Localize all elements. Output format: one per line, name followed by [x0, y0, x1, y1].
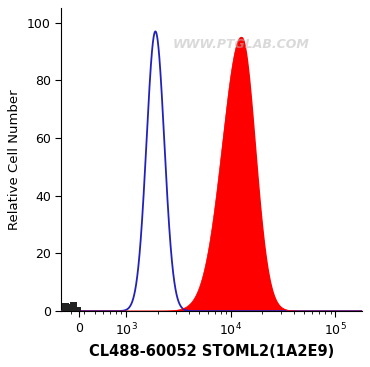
Bar [74, 306, 81, 311]
Bar [62, 303, 69, 311]
Y-axis label: Relative Cell Number: Relative Cell Number [9, 90, 21, 230]
Bar [66, 304, 73, 311]
X-axis label: CL488-60052 STOML2(1A2E9): CL488-60052 STOML2(1A2E9) [89, 344, 334, 359]
Text: WWW.PTGLAB.COM: WWW.PTGLAB.COM [173, 38, 310, 51]
Bar [70, 302, 77, 311]
